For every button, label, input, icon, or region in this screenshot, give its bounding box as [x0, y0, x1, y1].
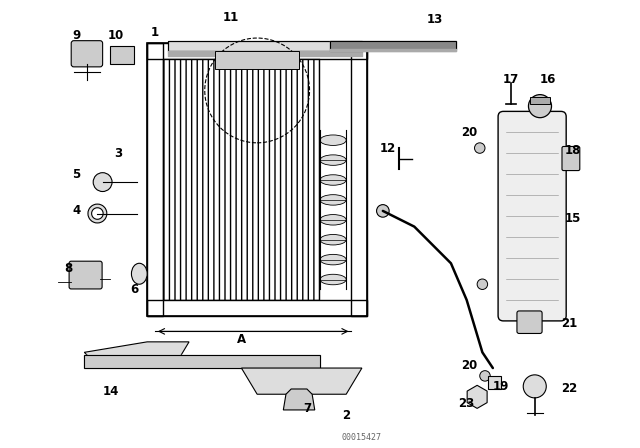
Bar — [163, 59, 320, 300]
Ellipse shape — [320, 175, 346, 185]
Circle shape — [477, 279, 488, 289]
Text: 20: 20 — [461, 126, 477, 139]
Bar — [168, 41, 362, 51]
Bar — [147, 43, 163, 316]
Ellipse shape — [320, 234, 346, 245]
Bar — [147, 300, 367, 316]
FancyBboxPatch shape — [562, 146, 580, 171]
Text: 5: 5 — [72, 168, 81, 181]
Text: 16: 16 — [540, 73, 556, 86]
Polygon shape — [241, 368, 362, 394]
Circle shape — [480, 370, 490, 381]
Text: 6: 6 — [130, 283, 138, 296]
Text: 10: 10 — [108, 29, 124, 42]
Text: 8: 8 — [65, 262, 73, 275]
Text: 9: 9 — [72, 29, 81, 42]
Polygon shape — [284, 389, 315, 410]
Text: 20: 20 — [461, 359, 477, 372]
FancyBboxPatch shape — [69, 261, 102, 289]
Text: 11: 11 — [223, 11, 239, 24]
Bar — [330, 41, 456, 51]
Text: 13: 13 — [427, 13, 444, 26]
Bar — [147, 43, 367, 316]
Text: 00015427: 00015427 — [342, 433, 382, 442]
Ellipse shape — [320, 254, 346, 265]
Circle shape — [474, 143, 485, 153]
Text: 12: 12 — [380, 142, 396, 155]
Ellipse shape — [131, 263, 147, 284]
Bar — [215, 51, 299, 69]
Text: 23: 23 — [458, 397, 475, 410]
Text: 18: 18 — [564, 144, 580, 157]
Circle shape — [93, 172, 112, 192]
Text: A: A — [237, 333, 246, 346]
FancyBboxPatch shape — [498, 112, 566, 321]
Text: 19: 19 — [493, 380, 509, 393]
Text: 17: 17 — [503, 73, 519, 86]
Ellipse shape — [320, 215, 346, 225]
Bar — [168, 41, 362, 51]
FancyBboxPatch shape — [517, 311, 542, 333]
Circle shape — [376, 205, 389, 217]
Circle shape — [529, 95, 552, 118]
Ellipse shape — [320, 135, 346, 146]
Bar — [529, 97, 550, 103]
Ellipse shape — [320, 155, 346, 165]
Bar — [111, 46, 134, 64]
Text: 15: 15 — [564, 212, 580, 225]
Ellipse shape — [320, 195, 346, 205]
Text: 7: 7 — [303, 402, 311, 415]
Text: 2: 2 — [342, 409, 350, 422]
FancyBboxPatch shape — [71, 41, 102, 67]
Bar — [84, 355, 320, 368]
Text: 21: 21 — [561, 317, 577, 330]
Bar — [351, 43, 367, 316]
Bar — [147, 43, 367, 59]
Text: 4: 4 — [72, 204, 81, 217]
Bar — [488, 376, 500, 389]
Ellipse shape — [320, 274, 346, 285]
Circle shape — [524, 375, 547, 398]
Text: 14: 14 — [102, 385, 118, 398]
Text: 22: 22 — [561, 383, 577, 396]
Text: 1: 1 — [151, 26, 159, 39]
Text: 3: 3 — [115, 147, 122, 160]
Polygon shape — [84, 342, 189, 368]
